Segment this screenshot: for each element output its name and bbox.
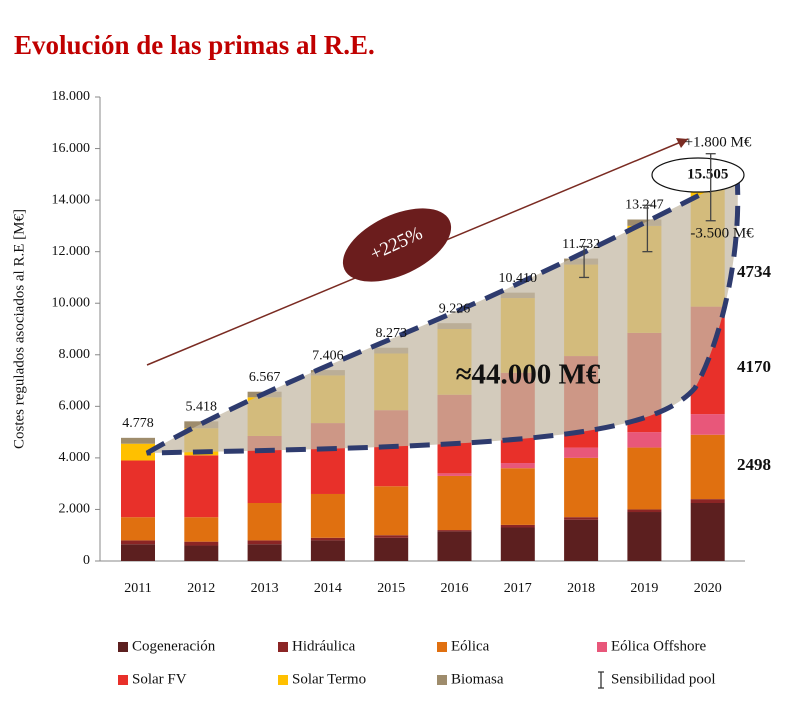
bar-segment <box>247 540 282 545</box>
x-tick-label: 2014 <box>314 581 342 596</box>
bar-segment <box>690 414 725 435</box>
annotation: 4734 <box>737 262 772 281</box>
bar-segment <box>121 437 155 444</box>
x-tick-label: 2013 <box>251 581 279 596</box>
annotation: +1.800 M€ <box>685 134 752 150</box>
annotation: ≈44.000 M€ <box>456 359 601 391</box>
legend-label: Solar FV <box>132 671 187 687</box>
bar-segment <box>690 434 725 500</box>
x-tick-label: 2015 <box>377 581 405 596</box>
legend-label: Eólica Offshore <box>611 638 706 654</box>
bar-segment <box>437 531 472 561</box>
y-tick-label: 0 <box>83 553 90 568</box>
bar-segment <box>690 503 725 561</box>
total-highlight <box>651 157 745 193</box>
x-tick-label: 2011 <box>124 581 151 596</box>
legend-swatch <box>598 671 604 689</box>
bar-segment <box>184 541 219 546</box>
legend-swatch <box>597 642 607 652</box>
bar-segment <box>374 486 409 536</box>
legend-label: Sensibilidad pool <box>611 671 716 687</box>
legend-swatch <box>118 642 128 652</box>
legend-label: Solar Termo <box>292 671 366 687</box>
bar-segment <box>437 475 472 531</box>
total-label: 8.273 <box>375 326 407 341</box>
total-label: 7.406 <box>312 348 344 363</box>
chart-title: Evolución de las primas al R.E. <box>14 30 375 60</box>
legend-swatch <box>437 675 447 685</box>
x-tick-label: 2019 <box>630 581 658 596</box>
growth-badge <box>342 208 452 282</box>
legend-swatch <box>278 675 288 685</box>
legend-label: Eólica <box>451 638 490 654</box>
total-label: 15.505 <box>687 166 728 182</box>
legend-swatch <box>437 642 447 652</box>
y-tick-label: 16.000 <box>52 141 91 156</box>
bar-segment <box>310 540 345 561</box>
bar-segment <box>627 447 662 510</box>
legend-label: Biomasa <box>451 671 504 687</box>
bar-segment <box>627 432 662 448</box>
bar-segment <box>310 493 345 538</box>
bar-segment <box>247 544 282 561</box>
y-axis-label: Costes regulados asociados al R.E [M€] <box>11 209 27 449</box>
bar-segment <box>627 512 662 561</box>
bar-segment <box>184 455 219 518</box>
annotation: 4170 <box>737 357 771 376</box>
x-tick-label: 2017 <box>504 581 532 596</box>
bar-segment <box>500 527 535 561</box>
y-tick-label: 12.000 <box>52 244 91 259</box>
bar-segment <box>374 535 409 538</box>
annotation: 2498 <box>737 455 771 474</box>
bar-segment <box>247 503 282 541</box>
y-tick-label: 8.000 <box>59 347 91 362</box>
bar-segment <box>121 544 155 561</box>
y-tick-label: 2.000 <box>59 502 91 517</box>
x-tick-label: 2018 <box>567 581 595 596</box>
bar-segment <box>121 517 155 541</box>
total-label: 11.732 <box>562 237 600 252</box>
total-label: 5.418 <box>186 400 218 415</box>
x-tick-label: 2020 <box>694 581 722 596</box>
legend-swatch <box>278 642 288 652</box>
bar-segment <box>184 517 219 542</box>
y-tick-label: 14.000 <box>52 192 91 207</box>
y-tick-label: 4.000 <box>59 450 91 465</box>
bar-segment <box>564 519 599 561</box>
annotation: -3.500 M€ <box>690 225 754 241</box>
bar-segment <box>500 524 535 528</box>
legend-label: Cogeneración <box>132 638 216 654</box>
bar-segment <box>121 540 155 545</box>
arrow-head <box>676 138 688 148</box>
bar-segment <box>564 457 599 518</box>
y-tick-label: 18.000 <box>52 89 91 104</box>
legend-swatch <box>118 675 128 685</box>
total-label: 6.567 <box>249 370 281 385</box>
x-tick-label: 2012 <box>187 581 215 596</box>
bar-segment <box>627 219 662 226</box>
total-label: 10.410 <box>499 271 538 286</box>
bar-segment <box>627 509 662 513</box>
x-tick-label: 2016 <box>441 581 469 596</box>
bar-segment <box>564 447 599 458</box>
bar-segment <box>564 517 599 520</box>
bar-segment <box>500 468 535 525</box>
bar-segment <box>500 463 535 469</box>
bar-segment <box>310 537 345 541</box>
total-label: 9.226 <box>439 301 471 316</box>
total-label: 4.778 <box>122 416 154 431</box>
bar-segment <box>184 545 219 561</box>
y-tick-label: 6.000 <box>59 399 91 414</box>
legend-label: Hidráulica <box>292 638 356 654</box>
bar-segment <box>121 443 155 461</box>
bar-segment <box>437 473 472 476</box>
y-tick-label: 10.000 <box>52 295 91 310</box>
bar-segment <box>437 530 472 532</box>
bar-segment <box>690 499 725 503</box>
bar-segment <box>374 537 409 561</box>
bar-segment <box>121 460 155 518</box>
